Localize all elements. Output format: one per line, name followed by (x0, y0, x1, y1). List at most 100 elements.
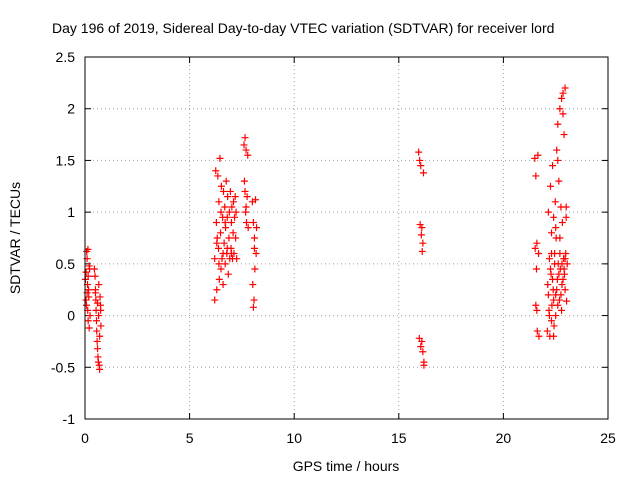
data-point (93, 337, 101, 345)
data-point (243, 193, 251, 201)
data-point (244, 224, 252, 232)
data-point (550, 322, 558, 330)
data-point (96, 332, 104, 340)
data-point (554, 156, 562, 164)
data-point (240, 141, 248, 149)
x-tick-label: 0 (81, 430, 89, 446)
data-point (91, 272, 99, 280)
data-point (229, 229, 237, 237)
data-point (212, 167, 220, 175)
chart-title: Day 196 of 2019, Sidereal Day-to-day VTE… (52, 20, 554, 36)
data-point (555, 270, 563, 278)
data-point (549, 275, 557, 283)
data-point (550, 332, 558, 340)
data-point (549, 162, 557, 170)
data-point (418, 247, 426, 255)
data-point (559, 275, 567, 283)
x-tick-label: 5 (186, 430, 194, 446)
y-tick-label: -1 (63, 411, 76, 427)
data-point (561, 286, 569, 294)
data-point (91, 286, 99, 294)
data-point (417, 343, 425, 351)
x-tick-label: 15 (391, 430, 407, 446)
data-point (230, 198, 238, 206)
data-point (557, 291, 565, 299)
data-point (227, 250, 235, 258)
data-point (533, 327, 541, 335)
data-point (249, 303, 257, 311)
x-tick-label: 20 (496, 430, 512, 446)
grid (85, 57, 608, 419)
data-point (548, 250, 556, 258)
data-point (558, 260, 566, 268)
data-point (418, 224, 426, 232)
data-point (548, 301, 556, 309)
y-axis-label: SDTVAR / TECUs (7, 182, 23, 294)
data-point (219, 250, 227, 258)
data-point (227, 218, 235, 226)
data-point (84, 317, 92, 325)
data-point (534, 151, 542, 159)
data-point (250, 296, 258, 304)
data-point (93, 327, 101, 335)
data-point (419, 169, 427, 177)
data-point (532, 172, 540, 180)
data-point (533, 306, 541, 314)
data-point (94, 358, 102, 366)
data-point (226, 187, 234, 195)
data-point (552, 312, 560, 320)
data-point (546, 182, 554, 190)
data-point (253, 224, 261, 232)
x-tick-label: 10 (286, 430, 302, 446)
data-point (96, 365, 104, 373)
data-point (94, 345, 102, 353)
data-point (561, 84, 569, 92)
data-point (249, 281, 257, 289)
y-tick-label: 2.5 (56, 49, 76, 65)
data-point (249, 218, 257, 226)
data-point (544, 291, 552, 299)
data-point (221, 260, 229, 268)
data-point (214, 244, 222, 252)
data-point (560, 265, 568, 273)
data-point (559, 110, 567, 118)
plot-frame (84, 56, 609, 420)
data-point (85, 262, 93, 270)
data-point (416, 221, 424, 229)
data-point (419, 348, 427, 356)
data-point (553, 146, 561, 154)
data-point (554, 120, 562, 128)
data-point (213, 286, 221, 294)
data-point (531, 154, 539, 162)
data-point (95, 281, 103, 289)
data-point (240, 177, 248, 185)
data-point (559, 89, 567, 97)
data-point (558, 306, 566, 314)
data-point (561, 255, 569, 263)
data-point (215, 198, 223, 206)
x-axis-tick-labels: 0 5 10 15 20 25 (81, 430, 616, 446)
data-point (562, 213, 570, 221)
data-point (563, 297, 571, 305)
data-point (416, 156, 424, 164)
data-point (546, 265, 554, 273)
data-point (221, 203, 229, 211)
data-point (225, 208, 233, 216)
data-point (85, 286, 93, 294)
data-point (550, 213, 558, 221)
data-point (94, 299, 102, 307)
data-point (211, 255, 219, 263)
data-point (548, 229, 556, 237)
data-point (212, 218, 220, 226)
data-point (555, 296, 563, 304)
data-point (558, 218, 566, 226)
data-point (252, 250, 260, 258)
data-point (231, 193, 239, 201)
y-tick-label: 2 (67, 101, 75, 117)
y-tick-label: 1 (67, 204, 75, 220)
data-point (232, 234, 240, 242)
data-point (251, 265, 259, 273)
data-point (217, 208, 225, 216)
data-point (415, 334, 423, 342)
